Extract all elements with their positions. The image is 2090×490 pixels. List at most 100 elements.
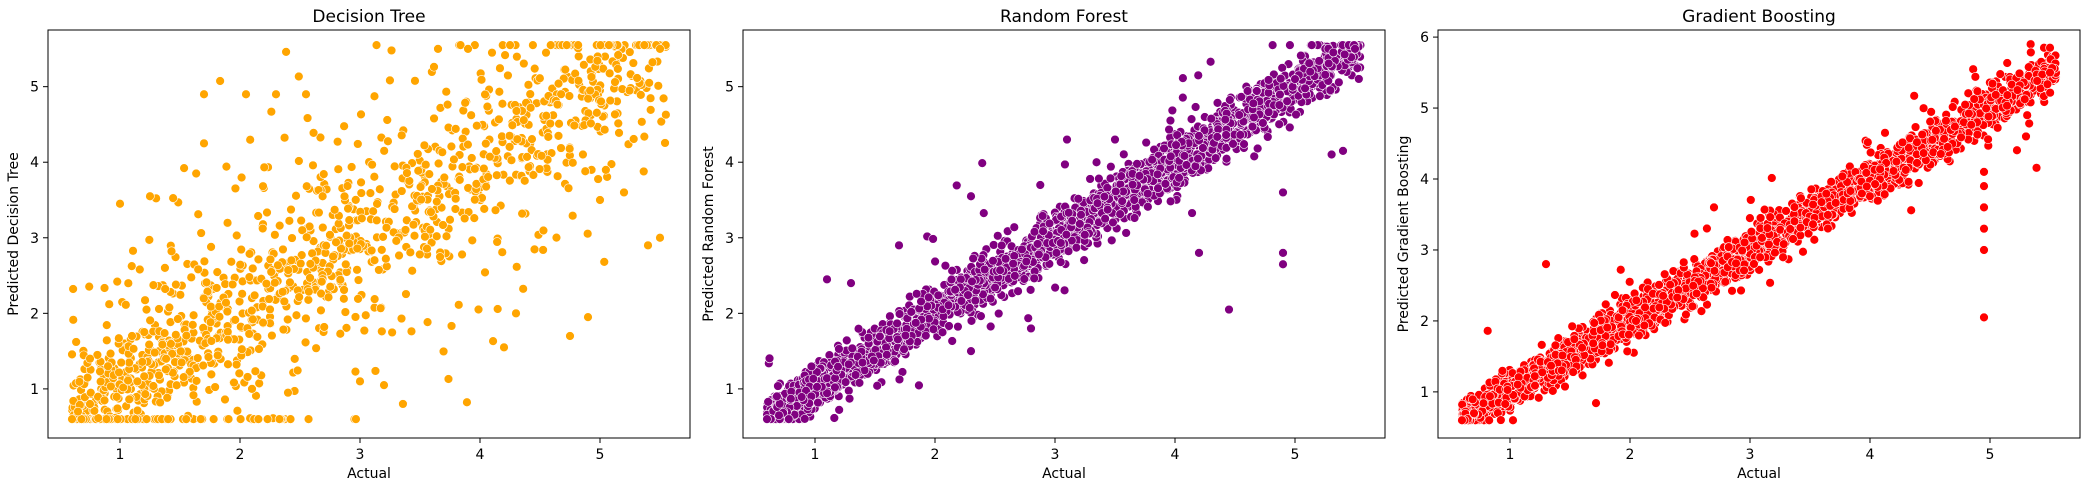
data-point xyxy=(497,99,508,109)
data-point xyxy=(258,317,268,328)
data-point xyxy=(114,367,124,378)
data-point xyxy=(573,51,584,62)
data-point xyxy=(491,146,501,156)
data-point xyxy=(463,139,473,150)
data-point xyxy=(1143,202,1153,212)
data-point xyxy=(1166,151,1176,162)
data-point xyxy=(303,414,314,424)
data-point xyxy=(206,336,217,346)
data-point xyxy=(1247,121,1258,132)
data-point xyxy=(462,397,472,407)
data-point xyxy=(292,365,303,376)
data-point xyxy=(128,344,139,354)
data-point xyxy=(639,40,649,50)
data-point xyxy=(415,249,425,260)
data-point xyxy=(438,220,448,230)
data-point xyxy=(441,231,452,241)
data-point xyxy=(335,329,345,339)
data-point xyxy=(409,231,420,241)
data-point xyxy=(840,377,851,387)
data-point xyxy=(437,147,447,157)
data-point xyxy=(402,168,412,178)
data-point xyxy=(356,109,366,120)
data-point xyxy=(784,414,794,424)
data-point xyxy=(73,406,83,417)
data-point xyxy=(796,392,807,402)
data-point xyxy=(379,380,389,390)
data-point xyxy=(573,40,583,50)
data-point xyxy=(497,247,507,257)
data-point xyxy=(210,382,220,392)
data-point xyxy=(847,343,857,354)
data-point xyxy=(582,229,593,239)
y-tick-label: 3 xyxy=(30,231,39,247)
data-point xyxy=(512,134,523,144)
data-point xyxy=(1212,98,1223,108)
data-point xyxy=(947,336,957,346)
data-point xyxy=(528,170,539,180)
data-point xyxy=(340,307,351,317)
data-point xyxy=(199,256,210,267)
data-point xyxy=(538,225,549,236)
data-point xyxy=(1745,213,1755,223)
data-point xyxy=(605,95,615,106)
data-point xyxy=(1159,143,1169,154)
data-point xyxy=(339,121,349,131)
data-point xyxy=(614,128,624,138)
data-point xyxy=(943,300,954,310)
data-point xyxy=(396,313,407,324)
data-point xyxy=(1206,114,1216,124)
data-point xyxy=(115,199,125,209)
data-point xyxy=(429,113,439,124)
data-point xyxy=(523,162,534,172)
data-point xyxy=(401,289,411,299)
data-point xyxy=(1127,179,1138,190)
data-point xyxy=(141,304,152,315)
data-point xyxy=(786,394,796,404)
data-point xyxy=(254,344,264,354)
data-point xyxy=(266,106,277,117)
data-point xyxy=(370,366,381,376)
data-point xyxy=(161,354,171,364)
data-point xyxy=(331,237,341,247)
data-point xyxy=(773,381,783,391)
data-point xyxy=(381,223,392,233)
data-point xyxy=(241,89,251,99)
data-point xyxy=(267,330,277,341)
data-point xyxy=(968,253,978,264)
data-point xyxy=(1094,173,1104,184)
data-point xyxy=(253,254,264,265)
data-point xyxy=(882,350,892,360)
data-point xyxy=(494,87,505,97)
data-point xyxy=(1178,73,1188,83)
data-point xyxy=(519,115,529,125)
data-point xyxy=(569,120,579,131)
data-point xyxy=(966,191,976,201)
data-point xyxy=(124,394,134,405)
data-point xyxy=(367,159,377,170)
data-point xyxy=(940,260,951,271)
data-point xyxy=(899,344,909,354)
data-point xyxy=(1186,114,1197,124)
data-point xyxy=(466,110,476,120)
data-point xyxy=(1604,358,1614,368)
data-point xyxy=(346,162,357,172)
data-point xyxy=(534,164,545,174)
data-point xyxy=(632,73,642,83)
data-point xyxy=(1193,70,1203,81)
data-point xyxy=(223,414,234,424)
data-point xyxy=(102,335,112,346)
data-point xyxy=(1181,160,1192,170)
data-point xyxy=(335,275,346,285)
data-point xyxy=(159,328,170,338)
data-point xyxy=(1107,235,1117,246)
data-point xyxy=(1108,217,1118,228)
data-point xyxy=(800,414,810,424)
data-point xyxy=(1025,285,1036,295)
data-point xyxy=(321,240,331,251)
y-axis-label: Predicted Random Forest xyxy=(701,146,717,322)
data-point xyxy=(341,323,352,333)
data-point xyxy=(613,118,623,129)
data-point xyxy=(1174,173,1184,183)
data-point xyxy=(964,303,975,313)
